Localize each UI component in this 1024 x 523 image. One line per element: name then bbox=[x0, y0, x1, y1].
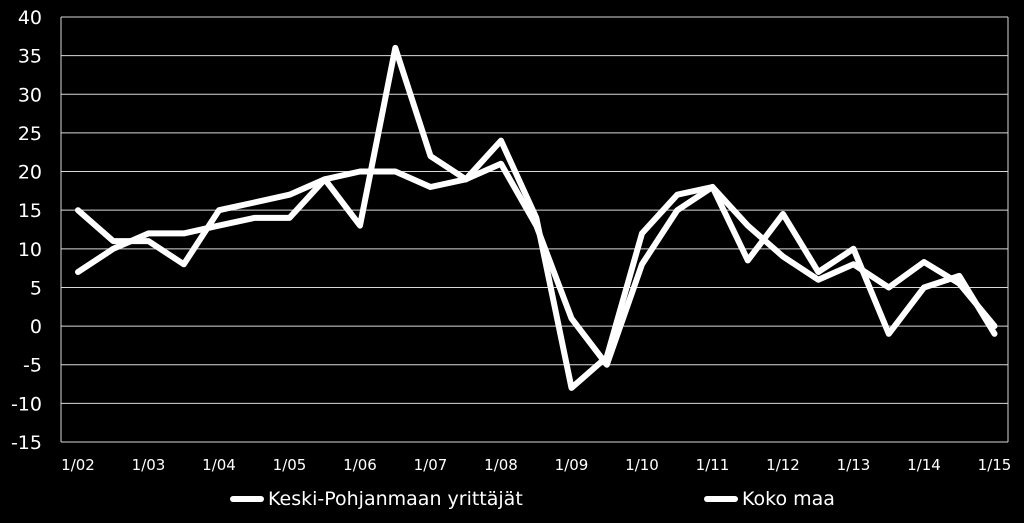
x-tick-label: 1/04 bbox=[202, 456, 236, 474]
x-tick-label: 1/07 bbox=[414, 456, 448, 474]
x-tick-label: 1/05 bbox=[273, 456, 307, 474]
x-tick-label: 1/03 bbox=[132, 456, 166, 474]
y-tick-label: 15 bbox=[18, 200, 42, 222]
legend-swatch bbox=[230, 496, 264, 502]
y-tick-label: 20 bbox=[18, 162, 42, 184]
x-tick-label: 1/15 bbox=[978, 456, 1012, 474]
y-tick-label: 35 bbox=[18, 46, 42, 68]
x-tick-label: 1/13 bbox=[837, 456, 871, 474]
legend-swatch bbox=[704, 496, 738, 502]
x-tick-label: 1/14 bbox=[907, 456, 941, 474]
y-tick-label: -15 bbox=[11, 432, 42, 454]
y-tick-label: -10 bbox=[11, 393, 42, 415]
legend-label: Keski-Pohjanmaan yrittäjät bbox=[268, 488, 523, 510]
x-tick-label: 1/06 bbox=[343, 456, 377, 474]
x-tick-labels: 1/02 1/03 1/04 1/05 1/06 1/07 1/08 1/09 1/10 1/11… bbox=[61, 456, 1011, 474]
legend-item-koko-maa: Koko maa bbox=[704, 484, 835, 514]
x-tick-label: 1/12 bbox=[766, 456, 800, 474]
x-tick-label: 1/09 bbox=[555, 456, 589, 474]
series-line-keski-pohjanmaa bbox=[75, 44, 998, 391]
y-tick-label: 10 bbox=[18, 239, 42, 261]
y-tick-label: 30 bbox=[18, 84, 42, 106]
y-tick-label: -5 bbox=[23, 355, 42, 377]
series-lines bbox=[75, 44, 998, 391]
y-tick-labels: 40 35 30 25 20 15 10 5 0 -5 -10 -15 bbox=[11, 7, 42, 454]
axes bbox=[60, 17, 1009, 443]
legend-item-keski-pohjanmaa: Keski-Pohjanmaan yrittäjät bbox=[230, 484, 523, 514]
x-tick-label: 1/08 bbox=[484, 456, 518, 474]
y-tick-label: 40 bbox=[18, 7, 42, 29]
y-tick-label: 25 bbox=[18, 123, 42, 145]
x-tick-label: 1/10 bbox=[625, 456, 659, 474]
x-tick-label: 1/02 bbox=[61, 456, 95, 474]
x-tick-label: 1/11 bbox=[696, 456, 730, 474]
y-tick-label: 0 bbox=[30, 316, 42, 338]
legend-label: Koko maa bbox=[742, 488, 835, 510]
y-tick-label: 5 bbox=[30, 277, 42, 299]
